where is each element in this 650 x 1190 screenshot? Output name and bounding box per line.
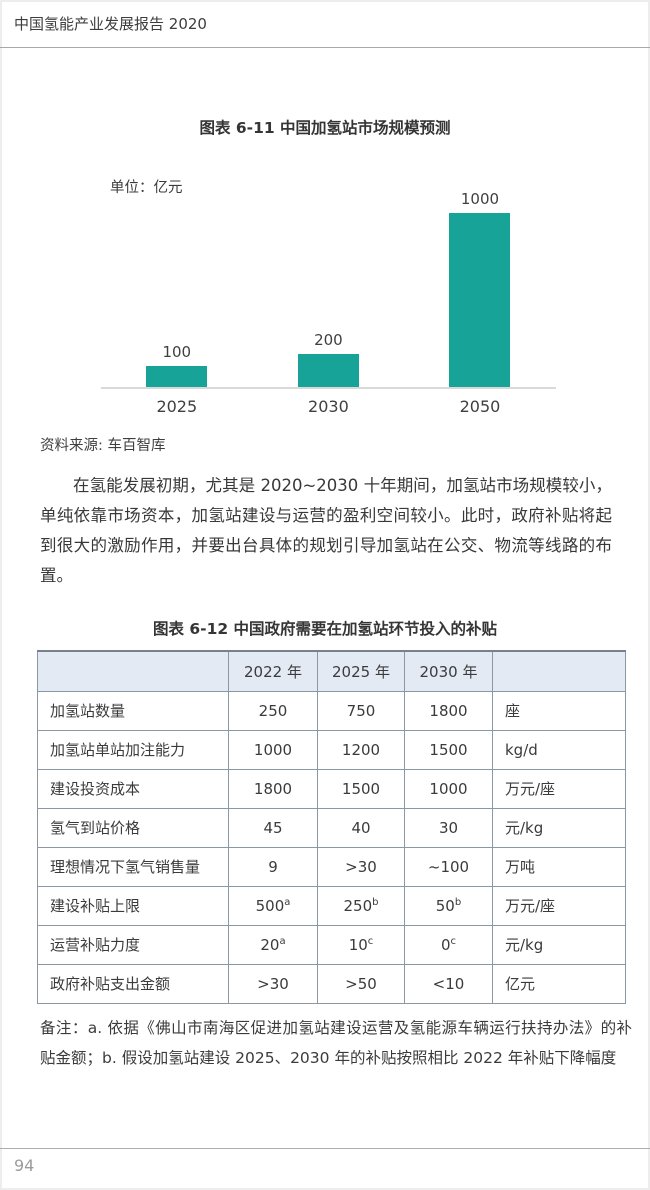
value-cell: 1000 [228,729,318,770]
value-cell: 250 [228,690,318,731]
value-cell: 40 [317,807,405,848]
row-label-cell: 政府补贴支出金额 [37,963,229,1004]
bar-value-label: 100 [162,343,192,361]
chart-unit-label: 单位：亿元 [110,180,183,196]
value-cell: 1800 [404,690,493,731]
unit-cell: 亿元 [492,963,626,1004]
footnote-marker: a [284,896,291,908]
bar-chart-plot: 100 200 1000 [101,190,556,389]
value-cell: >30 [228,963,318,1004]
value-cell: >50 [317,963,405,1004]
table-row: 加氢站单站加注能力 1000 1200 1500 kg/d [37,729,626,770]
footer-divider [0,1148,650,1149]
header-cell-blank [37,650,229,692]
table-header-row: 2022 年 2025 年 2030 年 [37,650,626,692]
subsidy-table-body: 加氢站数量 250 750 1800 座加氢站单站加注能力 1000 1200 1500 kg/… [37,690,626,1004]
row-label-cell: 理想情况下氢气销售量 [37,846,229,887]
bar-group: 1000 [404,190,556,387]
value-cell: 500a [228,885,318,926]
footnote-marker: c [367,935,374,947]
unit-cell: kg/d [492,729,626,770]
value-cell: >30 [317,846,405,887]
row-label-cell: 运营补贴力度 [37,924,229,965]
value-cell: 50b [404,885,493,926]
value-cell: 1800 [228,768,318,809]
value-cell: 0c [404,924,493,965]
axis-category-label: 2050 [459,397,501,416]
header-cell-2022: 2022 年 [228,650,318,692]
row-label-cell: 加氢站数量 [37,690,229,731]
value-cell: <10 [404,963,493,1004]
unit-cell: 元/kg [492,807,626,848]
bar-group: 200 [253,190,405,387]
body-paragraph: 在氢能发展初期，尤其是 2020~2030 十年期间，加氢站市场规模较小，单纯依… [40,476,612,585]
bar-chart-axis-labels: 2025 2030 2050 [101,397,556,416]
row-label-cell: 建设补贴上限 [37,885,229,926]
report-title: 中国氢能产业发展报告 2020 [14,15,207,33]
value-cell: 750 [317,690,405,731]
bar-group: 100 [101,190,253,387]
value-cell: 1000 [404,768,493,809]
bar-value-label: 200 [314,331,343,349]
table-row: 政府补贴支出金额 >30 >50 <10 亿元 [37,963,626,1004]
value-cell: 45 [228,807,318,848]
value-cell: 10c [317,924,405,965]
axis-category-label: 2030 [308,397,349,416]
unit-cell: 万元/座 [492,768,626,809]
header-cell-2030: 2030 年 [404,650,493,692]
bar [297,354,359,387]
row-label-cell: 氢气到站价格 [37,807,229,848]
table-row: 理想情况下氢气销售量 9 >30 ~100 万吨 [37,846,626,887]
value-cell: 250b [317,885,405,926]
table-row: 运营补贴力度 20a 10c 0c 元/kg [37,924,626,965]
value-cell: 1500 [317,768,405,809]
subsidy-table: 2022 年 2025 年 2030 年 加氢站数量 250 750 1800 座加氢站… [37,650,626,1004]
value-cell: 1500 [404,729,493,770]
figure-6-11-title: 图表 6-11 中国加氢站市场规模预测 [199,119,451,137]
footnote-marker: b [454,896,462,908]
page-number: 94 [14,1156,35,1175]
value-cell: 1200 [317,729,405,770]
table-row: 加氢站数量 250 750 1800 座 [37,690,626,731]
unit-cell: 座 [492,690,626,731]
table-row: 氢气到站价格 45 40 30 元/kg [37,807,626,848]
footnote-marker: b [372,896,379,908]
unit-cell: 万元/座 [492,885,626,926]
value-cell: ~100 [404,846,493,887]
row-label-cell: 建设投资成本 [37,768,229,809]
value-cell: 30 [404,807,493,848]
report-header: 中国氢能产业发展报告 2020 [0,0,650,48]
bar [146,366,208,387]
table-footnotes: 备注：a. 依据《佛山市南海区促进加氢站建设运营及氢能源车辆运行扶持办法》的补贴… [40,1019,632,1067]
table-row: 建设投资成本 1800 1500 1000 万元/座 [37,768,626,809]
table-row: 建设补贴上限 500a 250b 50b 万元/座 [37,885,626,926]
header-cell-unit [492,650,626,692]
footnote-marker: c [450,935,457,947]
row-label-cell: 加氢站单站加注能力 [37,729,229,770]
table-6-12-title: 图表 6-12 中国政府需要在加氢站环节投入的补贴 [152,620,498,638]
subsidy-table-head: 2022 年 2025 年 2030 年 [37,650,626,692]
unit-cell: 元/kg [492,924,626,965]
value-cell: 20a [228,924,318,965]
bar-value-label: 1000 [460,190,500,208]
footnote-marker: a [279,935,286,947]
bar [449,213,511,387]
bar-chart: 100 200 1000 2025 2030 2050 [101,190,556,416]
unit-cell: 万吨 [492,846,626,887]
value-cell: 9 [228,846,318,887]
header-cell-2025: 2025 年 [317,650,405,692]
data-source-line: 资料来源: 车百智库 [40,438,166,454]
axis-category-label: 2025 [156,397,198,416]
